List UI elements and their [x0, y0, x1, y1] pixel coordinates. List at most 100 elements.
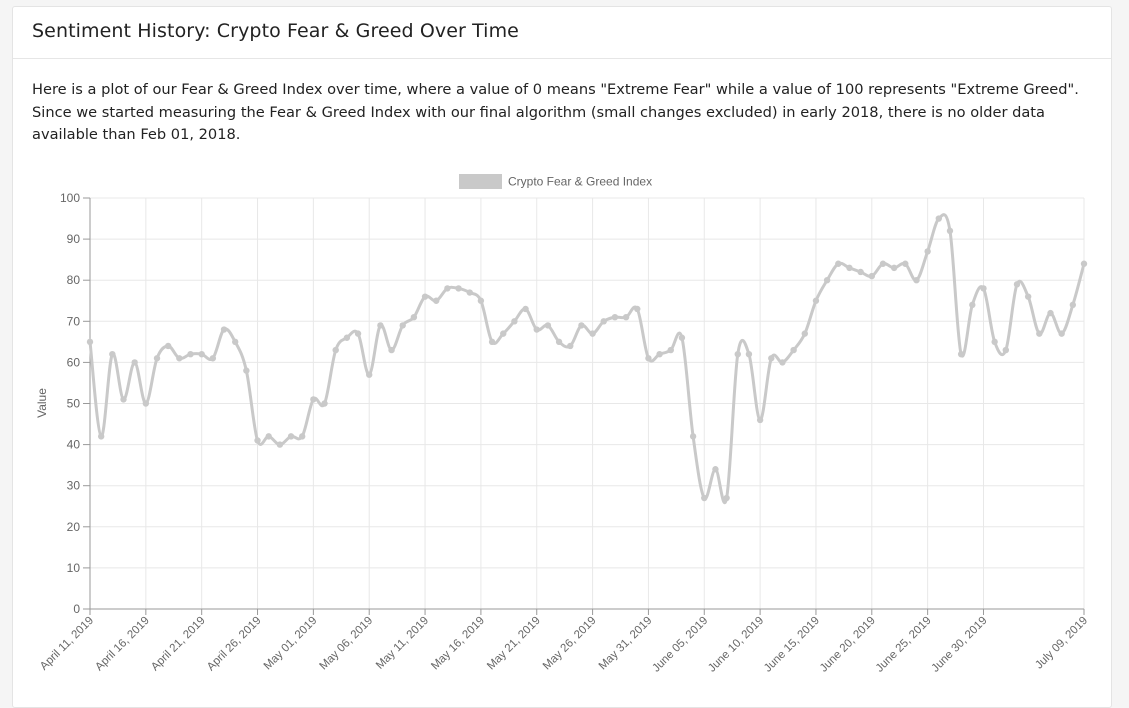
data-point[interactable]: [187, 350, 194, 358]
data-point[interactable]: [567, 342, 574, 350]
data-point[interactable]: [366, 371, 373, 378]
data-point[interactable]: [868, 272, 875, 280]
data-point[interactable]: [957, 350, 965, 358]
data-point[interactable]: [97, 433, 105, 440]
data-point[interactable]: [980, 285, 987, 292]
data-point[interactable]: [578, 322, 585, 329]
data-point[interactable]: [991, 338, 998, 346]
data-point[interactable]: [790, 346, 797, 354]
data-point[interactable]: [768, 355, 775, 362]
data-point[interactable]: [433, 297, 440, 304]
data-point[interactable]: [712, 466, 719, 473]
data-point[interactable]: [1080, 260, 1088, 267]
data-point[interactable]: [265, 433, 272, 440]
data-point[interactable]: [86, 338, 94, 346]
y-tick-label: 0: [73, 602, 80, 616]
data-point[interactable]: [846, 264, 853, 272]
data-point[interactable]: [969, 301, 976, 309]
y-tick-label: 20: [67, 520, 81, 534]
data-point[interactable]: [377, 322, 384, 329]
legend-swatch: [459, 174, 502, 189]
data-point[interactable]: [734, 350, 741, 358]
data-point[interactable]: [466, 289, 473, 296]
data-point[interactable]: [589, 330, 596, 337]
data-point[interactable]: [946, 227, 954, 235]
data-point[interactable]: [410, 313, 418, 321]
y-tick-label: 80: [67, 273, 81, 287]
data-point[interactable]: [343, 334, 351, 341]
data-point[interactable]: [890, 264, 898, 272]
data-point[interactable]: [153, 355, 161, 362]
data-point[interactable]: [500, 330, 507, 337]
data-point[interactable]: [1036, 330, 1043, 337]
data-point[interactable]: [276, 441, 284, 448]
data-point[interactable]: [689, 433, 697, 440]
data-point[interactable]: [1013, 281, 1021, 288]
data-point[interactable]: [209, 355, 217, 362]
data-point[interactable]: [924, 248, 931, 255]
data-point[interactable]: [220, 326, 228, 333]
data-point[interactable]: [321, 400, 328, 407]
data-point[interactable]: [745, 350, 753, 358]
data-point[interactable]: [477, 297, 485, 304]
data-point[interactable]: [164, 342, 172, 350]
data-point[interactable]: [701, 494, 708, 502]
data-point[interactable]: [511, 318, 518, 325]
data-point[interactable]: [1069, 301, 1077, 309]
chart-grid: [89, 197, 1085, 610]
chart-area: [32, 167, 1086, 694]
data-point[interactable]: [1024, 293, 1032, 300]
data-point[interactable]: [1047, 309, 1054, 317]
data-point[interactable]: [533, 326, 540, 333]
data-point[interactable]: [857, 268, 864, 276]
data-point[interactable]: [299, 433, 306, 440]
data-point[interactable]: [645, 355, 652, 362]
data-point[interactable]: [1058, 330, 1065, 337]
data-point[interactable]: [634, 305, 641, 313]
data-point[interactable]: [488, 338, 496, 346]
data-point[interactable]: [421, 293, 429, 300]
data-point[interactable]: [667, 346, 674, 354]
data-point[interactable]: [1002, 346, 1010, 354]
data-point[interactable]: [444, 285, 451, 292]
data-point[interactable]: [544, 322, 552, 329]
data-point[interactable]: [142, 400, 150, 407]
data-point[interactable]: [555, 338, 563, 346]
data-point[interactable]: [823, 277, 831, 284]
data-point[interactable]: [622, 313, 630, 321]
data-point[interactable]: [611, 313, 619, 321]
data-point[interactable]: [801, 330, 808, 337]
data-point[interactable]: [812, 297, 820, 304]
data-point[interactable]: [354, 330, 362, 337]
data-point[interactable]: [120, 396, 127, 403]
data-point[interactable]: [198, 350, 205, 358]
data-point[interactable]: [243, 367, 250, 374]
data-point[interactable]: [131, 359, 138, 366]
data-point[interactable]: [455, 285, 462, 292]
data-point[interactable]: [522, 305, 529, 313]
data-point[interactable]: [332, 346, 339, 354]
data-point[interactable]: [231, 338, 239, 346]
data-point[interactable]: [600, 318, 607, 325]
data-point[interactable]: [656, 350, 663, 358]
data-point[interactable]: [388, 346, 395, 354]
data-point[interactable]: [254, 437, 261, 444]
data-point[interactable]: [399, 322, 406, 329]
y-tick-label: 90: [67, 232, 81, 246]
y-tick-label: 60: [67, 355, 81, 369]
data-point[interactable]: [935, 215, 943, 222]
data-point[interactable]: [779, 359, 786, 366]
data-point[interactable]: [176, 355, 183, 362]
data-point[interactable]: [109, 350, 116, 358]
data-point[interactable]: [902, 260, 909, 267]
data-point[interactable]: [756, 416, 764, 424]
data-point[interactable]: [678, 334, 686, 341]
data-point[interactable]: [835, 260, 842, 267]
data-point[interactable]: [287, 433, 295, 440]
data-point[interactable]: [879, 260, 887, 267]
data-point[interactable]: [913, 277, 920, 284]
data-point[interactable]: [310, 396, 317, 403]
chart-legend[interactable]: Crypto Fear & Greed Index: [459, 174, 652, 189]
intro-text: Here is a plot of our Fear & Greed Index…: [32, 81, 1079, 143]
data-point[interactable]: [723, 494, 730, 502]
